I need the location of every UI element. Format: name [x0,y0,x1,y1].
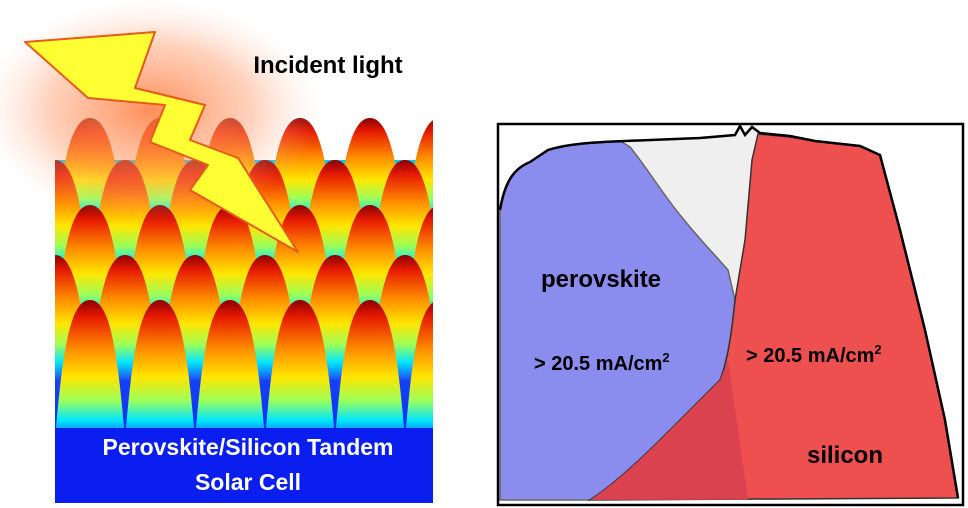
silicon-label: silicon [807,442,883,469]
total-response-curve [498,123,960,499]
texture-dome [335,300,405,440]
texture-dome [125,300,195,440]
device-label-line1: Perovskite/Silicon Tandem [102,434,393,460]
texture-dome [405,302,433,440]
substrate-base [55,428,433,503]
incident-light-label: Incident light [253,52,402,79]
texture-dome [55,300,125,440]
silicon-current: > 20.5 mA/cm2 [746,342,882,367]
texture-dome [195,300,265,440]
device-label-line2: Solar Cell [195,469,301,495]
texture-dome [0,300,55,440]
texture-dome [265,300,335,440]
perovskite-label: perovskite [541,266,661,293]
overlap-region [590,360,748,500]
lightning-bolt-icon [24,31,299,253]
perovskite-current: > 20.5 mA/cm2 [534,350,670,375]
spectral-response-panel: perovskite > 20.5 mA/cm2 > 20.5 mA/cm2 s… [496,122,965,507]
texture-dome [0,205,55,330]
